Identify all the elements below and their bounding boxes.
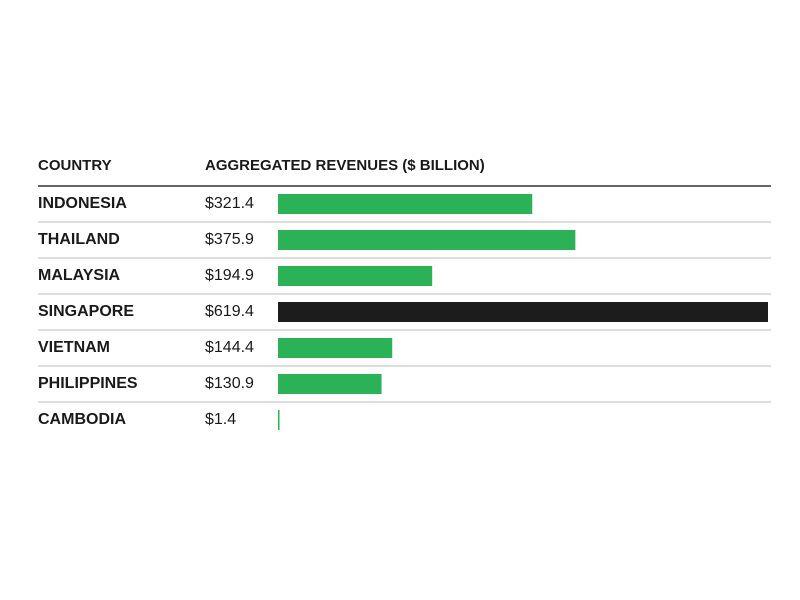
- value-label: $1.4: [205, 411, 236, 428]
- bar: [278, 338, 393, 358]
- bar: [278, 194, 533, 214]
- value-label: $375.9: [205, 231, 254, 248]
- category-label: SINGAPORE: [38, 303, 134, 320]
- category-label: CAMBODIA: [38, 411, 126, 428]
- value-label: $194.9: [205, 267, 254, 284]
- category-label: PHILIPPINES: [38, 375, 138, 392]
- bar: [278, 266, 433, 286]
- column-header: AGGREGATED REVENUES ($ BILLION): [205, 157, 485, 174]
- category-label: MALAYSIA: [38, 267, 121, 284]
- bar: [278, 302, 768, 322]
- bar: [278, 230, 576, 250]
- value-label: $321.4: [205, 195, 254, 212]
- category-label: INDONESIA: [38, 195, 127, 212]
- value-label: $144.4: [205, 339, 254, 356]
- value-label: $619.4: [205, 303, 254, 320]
- category-label: THAILAND: [38, 231, 120, 248]
- bar: [278, 410, 280, 430]
- column-header: COUNTRY: [38, 157, 112, 174]
- value-label: $130.9: [205, 375, 254, 392]
- category-label: VIETNAM: [38, 339, 110, 356]
- bar: [278, 374, 382, 394]
